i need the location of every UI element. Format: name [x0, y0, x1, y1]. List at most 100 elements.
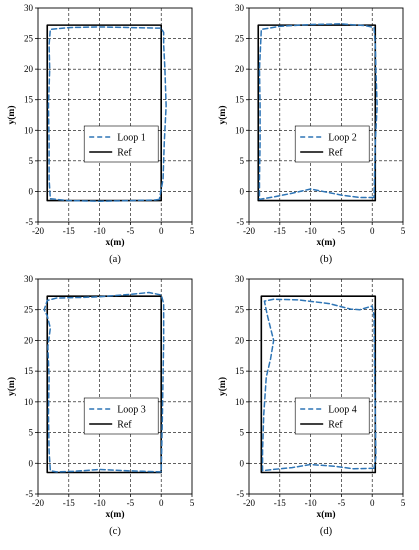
panel-caption: (b): [320, 254, 333, 265]
legend-box: [294, 397, 370, 435]
y-tick-label: -5: [26, 217, 34, 227]
y-tick-label: -5: [26, 489, 34, 499]
y-tick-label: 5: [29, 156, 34, 166]
plot-frame: [248, 278, 404, 495]
x-tick-label: 0: [159, 226, 164, 236]
x-tick-label: 5: [190, 226, 195, 236]
panel-caption: (a): [109, 254, 121, 265]
y-tick-label: 25: [24, 34, 34, 44]
x-tick-label: -20: [243, 498, 255, 508]
x-tick-label: -15: [63, 226, 75, 236]
x-tick-label: -5: [127, 498, 135, 508]
y-tick-label: 30: [235, 274, 245, 284]
legend: Loop 3 Ref: [83, 397, 159, 435]
x-tick-label: -10: [305, 498, 317, 508]
x-axis-label: x(m): [106, 509, 125, 520]
ref-path-line: [46, 295, 162, 474]
x-axis-label: x(m): [317, 509, 336, 520]
x-axis-label: x(m): [317, 237, 336, 248]
x-tick-label: -5: [127, 226, 135, 236]
y-tick-label: 10: [235, 397, 245, 407]
legend-label: Ref: [328, 420, 343, 431]
y-axis-label: y(m): [217, 377, 228, 396]
chart-panel-2: -20 -15 -10 -5 0 5 -5 0 5 10 15 20 25 30 Loop 3 Ref x(m)…: [6, 274, 195, 537]
panel-caption: (d): [320, 526, 333, 537]
ref-path-line: [257, 24, 377, 202]
y-tick-label: 5: [240, 428, 245, 438]
plot-frame: [37, 278, 193, 495]
y-tick-label: 5: [29, 428, 34, 438]
y-tick-label: 10: [24, 397, 34, 407]
plot-frame: [37, 7, 193, 223]
y-tick-label: 0: [29, 186, 34, 196]
legend-label: Ref: [328, 148, 343, 159]
x-tick-label: -5: [338, 226, 346, 236]
x-tick-label: -20: [32, 226, 44, 236]
y-tick-label: -5: [237, 217, 245, 227]
legend-label: Loop 1: [117, 133, 146, 144]
y-tick-label: -5: [237, 489, 245, 499]
legend-label: Loop 2: [328, 133, 357, 144]
panel-caption: (c): [109, 526, 121, 537]
y-axis-label: y(m): [6, 377, 17, 396]
legend-label: Loop 3: [117, 405, 146, 416]
chart-panel-3: -20 -15 -10 -5 0 5 -5 0 5 10 15 20 25 30 Loop 4 Ref x(m)…: [217, 274, 406, 537]
legend-box: [294, 125, 370, 163]
y-tick-label: 20: [24, 335, 34, 345]
y-tick-label: 30: [24, 274, 34, 284]
y-tick-label: 15: [235, 95, 245, 105]
y-tick-label: 0: [240, 186, 245, 196]
x-tick-label: -10: [305, 226, 317, 236]
loop-path-line: [258, 23, 378, 201]
ref-path-line: [260, 295, 377, 474]
y-tick-label: 20: [235, 64, 245, 74]
x-tick-label: -15: [274, 498, 286, 508]
x-tick-label: 0: [370, 226, 375, 236]
x-tick-label: -10: [94, 226, 106, 236]
y-tick-label: 10: [24, 125, 34, 135]
y-tick-label: 15: [24, 95, 34, 105]
y-tick-label: 20: [24, 64, 34, 74]
x-tick-label: 5: [401, 226, 406, 236]
chart-panel-0: -20 -15 -10 -5 0 5 -5 0 5 10 15 20 25 30 Loop 1 Ref x(m)…: [6, 3, 195, 265]
loop-path-line: [43, 291, 165, 473]
y-tick-label: 0: [240, 458, 245, 468]
plot-frame: [248, 7, 404, 223]
y-tick-label: 15: [24, 366, 34, 376]
legend-box: [83, 397, 159, 435]
legend-box: [83, 125, 159, 163]
y-tick-label: 25: [24, 305, 34, 315]
y-tick-label: 30: [24, 3, 34, 13]
y-tick-label: 15: [235, 366, 245, 376]
loop-path-line: [47, 26, 167, 202]
legend-label: Loop 4: [328, 405, 357, 416]
y-tick-label: 10: [235, 125, 245, 135]
x-tick-label: 5: [401, 498, 406, 508]
y-tick-label: 20: [235, 335, 245, 345]
x-tick-label: 0: [370, 498, 375, 508]
x-tick-label: -15: [274, 226, 286, 236]
legend-label: Ref: [117, 420, 132, 431]
legend: Loop 1 Ref: [83, 125, 159, 163]
y-tick-label: 5: [240, 156, 245, 166]
loop-path-line: [261, 298, 377, 472]
y-tick-label: 0: [29, 458, 34, 468]
y-axis-label: y(m): [217, 106, 228, 125]
x-tick-label: 5: [190, 498, 195, 508]
x-axis-label: x(m): [106, 237, 125, 248]
x-tick-label: -20: [243, 226, 255, 236]
legend-label: Ref: [117, 148, 132, 159]
x-tick-label: -10: [94, 498, 106, 508]
y-tick-label: 25: [235, 34, 245, 44]
x-tick-label: -5: [338, 498, 346, 508]
legend: Loop 4 Ref: [294, 397, 370, 435]
y-tick-label: 30: [235, 3, 245, 13]
legend: Loop 2 Ref: [294, 125, 370, 163]
chart-panel-1: -20 -15 -10 -5 0 5 -5 0 5 10 15 20 25 30 Loop 2 Ref x(m)…: [217, 3, 406, 265]
y-axis-label: y(m): [6, 106, 17, 125]
x-tick-label: -15: [63, 498, 75, 508]
x-tick-label: -20: [32, 498, 44, 508]
x-tick-label: 0: [159, 498, 164, 508]
y-tick-label: 25: [235, 305, 245, 315]
